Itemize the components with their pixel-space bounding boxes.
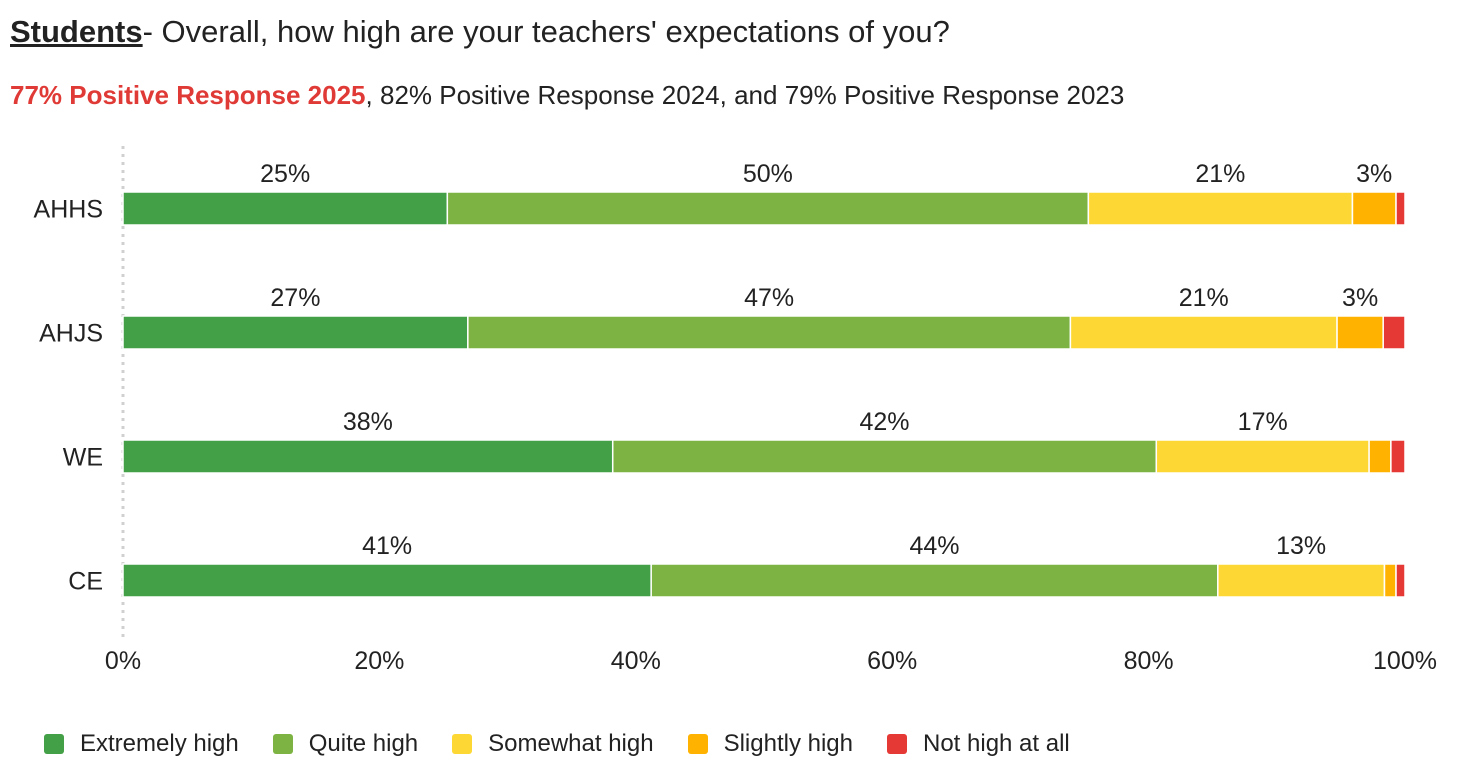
bar-segment	[122, 315, 469, 350]
bar-segment	[1382, 315, 1406, 350]
legend-item: Extremely high	[44, 730, 239, 758]
x-tick-label: 40%	[611, 647, 661, 675]
chart-subtitle: 77% Positive Response 2025, 82% Positive…	[10, 78, 1124, 112]
bar-segment	[467, 315, 1072, 350]
legend-swatch	[44, 734, 64, 754]
data-label: 41%	[362, 532, 412, 560]
x-tick-label: 0%	[105, 647, 141, 675]
bar-segment	[1155, 439, 1370, 474]
x-tick-label: 100%	[1373, 647, 1437, 675]
bar-segment	[1087, 191, 1354, 226]
data-label: 17%	[1238, 408, 1288, 436]
chart-legend: Extremely high Quite high Somewhat high Sli…	[44, 730, 1104, 758]
bar-segment	[122, 439, 614, 474]
data-label: 13%	[1276, 532, 1326, 560]
subtitle-rest: , 82% Positive Response 2024, and 79% Po…	[365, 80, 1125, 110]
bar-segment	[122, 191, 449, 226]
legend-label: Not high at all	[923, 730, 1070, 757]
chart-title: Students- Overall, how high are your tea…	[10, 12, 950, 52]
chart-title-lead: Students	[10, 14, 143, 49]
x-tick-label: 60%	[867, 647, 917, 675]
legend-item: Quite high	[272, 730, 419, 758]
bar-segment	[446, 191, 1090, 226]
legend-swatch	[452, 734, 473, 754]
x-tick-label: 20%	[354, 647, 404, 675]
legend-label: Somewhat high	[488, 730, 654, 757]
data-label: 38%	[343, 408, 393, 436]
data-label: 27%	[270, 284, 320, 312]
legend-swatch	[687, 734, 708, 754]
data-label: 3%	[1342, 284, 1378, 312]
bar-segment	[611, 439, 1158, 474]
bar-segment	[1336, 315, 1384, 350]
data-label: 21%	[1195, 160, 1245, 188]
bar-segment	[650, 563, 1219, 598]
data-label: 50%	[743, 160, 793, 188]
chart-title-rest: - Overall, how high are your teachers' e…	[142, 14, 950, 49]
data-label: 42%	[859, 408, 909, 436]
category-label: AHHS	[34, 196, 103, 224]
bar-segment	[1368, 439, 1392, 474]
legend-item: Slightly high	[687, 730, 853, 758]
legend-item: Somewhat high	[452, 730, 654, 758]
bar-segment	[1395, 563, 1406, 598]
bar-segment	[1069, 315, 1338, 350]
legend-item: Not high at all	[887, 730, 1070, 758]
stacked-bar-chart: AHHS 25% 50% 21% 3% AHJS 27% 47% 21% 3% WE 38% 42% 17…	[34, 146, 1437, 675]
bar-segment	[1390, 439, 1406, 474]
bar-segment	[1383, 563, 1397, 598]
legend-label: Extremely high	[80, 730, 239, 757]
data-label: 47%	[744, 284, 794, 312]
x-tick-label: 80%	[1124, 647, 1174, 675]
data-label: 44%	[909, 532, 959, 560]
data-label: 21%	[1179, 284, 1229, 312]
bar-segment	[1395, 191, 1406, 226]
data-label: 25%	[260, 160, 310, 188]
subtitle-highlight: 77% Positive Response 2025	[10, 80, 366, 110]
legend-swatch	[887, 734, 907, 754]
legend-swatch	[272, 734, 293, 754]
legend-label: Quite high	[308, 730, 419, 757]
category-label: CE	[68, 568, 103, 596]
bar-segment	[1351, 191, 1397, 226]
category-label: WE	[63, 444, 103, 472]
bar-segment	[1217, 563, 1386, 598]
bar-segment	[122, 563, 652, 598]
legend-label: Slightly high	[723, 730, 853, 757]
data-label: 3%	[1356, 160, 1392, 188]
category-label: AHJS	[39, 320, 103, 348]
